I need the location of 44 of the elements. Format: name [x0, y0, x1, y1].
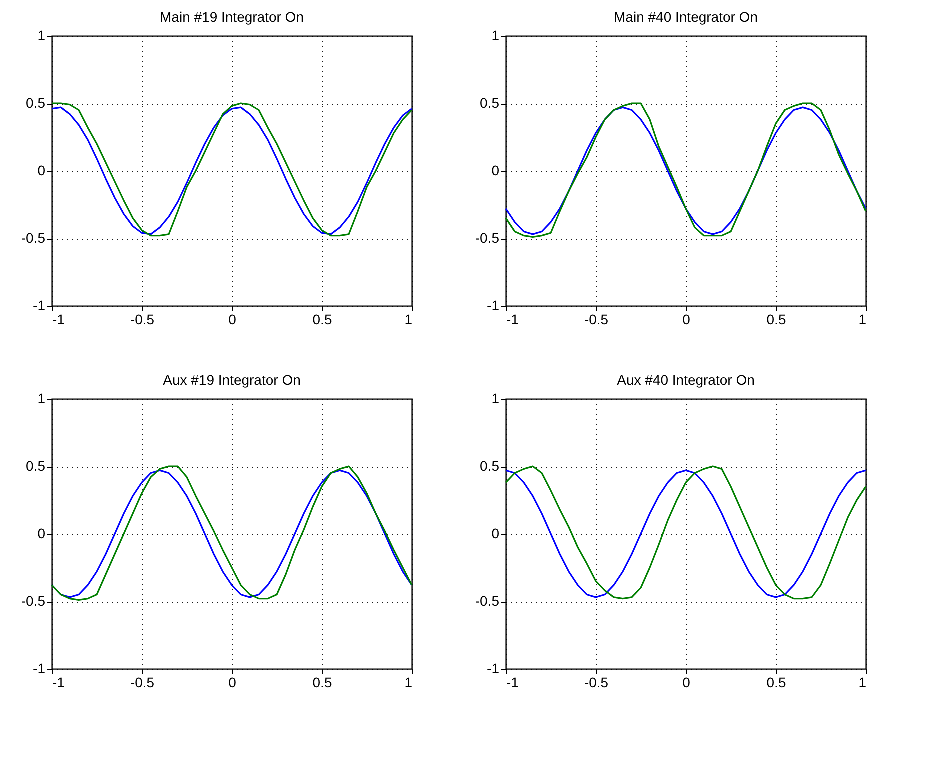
- chart-title: Main #19 Integrator On: [160, 9, 304, 25]
- y-tick-label: -1: [487, 298, 500, 314]
- x-tick-label: -1: [52, 674, 66, 690]
- y-tick-label: 0.5: [480, 95, 500, 111]
- x-tick-label: 0: [228, 674, 237, 690]
- chart-title: Aux #19 Integrator On: [163, 372, 301, 388]
- y-tick-label: 1: [38, 390, 46, 406]
- y-tick-label: 0: [492, 162, 500, 178]
- x-tick-label: 1: [404, 674, 413, 690]
- x-tick-label: -0.5: [584, 674, 609, 690]
- y-tick-label: -0.5: [21, 230, 46, 246]
- x-tick-label: -0.5: [130, 674, 155, 690]
- y-tick-label: 1: [492, 28, 500, 44]
- y-tick-label: 1: [38, 28, 46, 44]
- x-tick-label: 0.5: [766, 674, 786, 690]
- x-tick-label: 0.5: [312, 312, 332, 328]
- x-tick-label: -1: [52, 312, 66, 328]
- x-tick-label: 0: [682, 674, 691, 690]
- x-tick-label: 0.5: [766, 312, 786, 328]
- x-tick-label: 1: [858, 312, 867, 328]
- x-tick-label: -0.5: [130, 312, 155, 328]
- x-tick-label: -1: [506, 674, 520, 690]
- y-tick-label: 0.5: [26, 95, 46, 111]
- x-tick-label: -0.5: [584, 312, 609, 328]
- chart-title: Main #40 Integrator On: [614, 9, 758, 25]
- x-tick-label: 0: [682, 312, 691, 328]
- x-tick-label: 1: [404, 312, 413, 328]
- y-tick-label: 0: [38, 162, 46, 178]
- y-tick-label: -1: [487, 660, 500, 676]
- y-tick-label: 1: [492, 390, 500, 406]
- y-tick-label: 0: [38, 526, 46, 542]
- y-tick-label: 0.5: [26, 458, 46, 474]
- x-tick-label: -1: [506, 312, 520, 328]
- y-tick-label: -0.5: [21, 593, 46, 609]
- y-tick-label: -1: [33, 298, 46, 314]
- chart-title: Aux #40 Integrator On: [617, 372, 755, 388]
- x-tick-label: 0: [228, 312, 237, 328]
- y-tick-label: -0.5: [475, 230, 500, 246]
- y-tick-label: -0.5: [475, 593, 500, 609]
- y-tick-label: 0: [492, 526, 500, 542]
- y-tick-label: 0.5: [480, 458, 500, 474]
- y-tick-label: -1: [33, 660, 46, 676]
- x-tick-label: 0.5: [312, 674, 332, 690]
- x-tick-label: 1: [858, 674, 867, 690]
